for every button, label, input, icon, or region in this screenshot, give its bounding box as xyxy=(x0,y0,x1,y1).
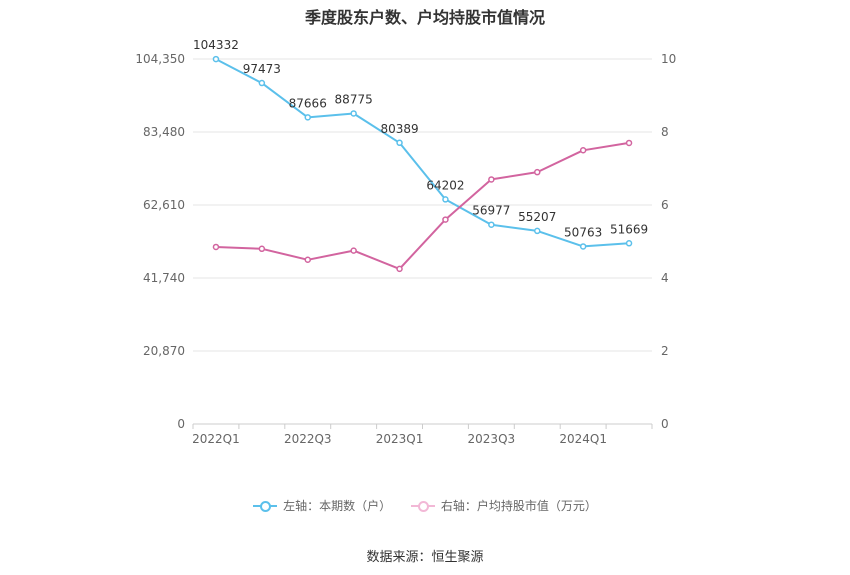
data-labels: 104332 97473 87666 88775 80389 64202 56977 5520… xyxy=(193,38,648,239)
legend-item-avg-value[interactable]: 右轴：户均持股市值（万元） xyxy=(410,497,597,514)
series-point xyxy=(488,221,495,228)
series-line-1 xyxy=(215,141,630,270)
right-axis-tick-label: 4 xyxy=(661,271,669,285)
series-point xyxy=(212,55,220,63)
series-point xyxy=(579,147,587,154)
left-axis-tick-label: 20,870 xyxy=(143,344,185,358)
right-axis-tick-label: 8 xyxy=(661,125,669,139)
data-label: 56977 xyxy=(472,204,510,218)
series-point xyxy=(534,227,541,235)
data-label: 55207 xyxy=(518,210,556,224)
legend-label-households: 左轴：本期数（户） xyxy=(283,499,392,513)
legend: 左轴：本期数（户） 右轴：户均持股市值（万元） xyxy=(0,497,850,515)
series-point xyxy=(212,243,220,251)
series-point xyxy=(350,110,357,117)
series-point xyxy=(258,245,266,253)
left-axis-tick-label: 0 xyxy=(177,417,185,431)
x-axis-tick-label: 2022Q1 xyxy=(192,432,240,446)
right-axis-tick-label: 6 xyxy=(661,198,669,212)
x-axis-tick-label: 2023Q1 xyxy=(376,432,424,446)
right-axis-tick-label: 10 xyxy=(661,52,676,66)
data-label: 97473 xyxy=(243,62,281,76)
right-axis-tick-label: 0 xyxy=(661,417,669,431)
series-point xyxy=(579,243,587,250)
left-axis-tick-label: 62,610 xyxy=(143,198,185,212)
legend-item-households[interactable]: 左轴：本期数（户） xyxy=(253,497,391,514)
series-line-0 xyxy=(215,58,630,248)
data-label: 50763 xyxy=(564,225,602,239)
left-axis-tick-label: 41,740 xyxy=(143,271,185,285)
data-label: 88775 xyxy=(335,92,373,106)
right-axis-tick-label: 2 xyxy=(661,344,669,358)
x-axis-tick-label: 2023Q3 xyxy=(468,432,516,446)
series xyxy=(212,55,633,273)
source-note: 数据来源：恒生聚源 xyxy=(366,550,484,565)
series-point xyxy=(396,265,403,273)
chart-title: 季度股东户数、户均持股市值情况 xyxy=(304,8,545,27)
data-label: 104332 xyxy=(193,38,239,52)
data-label: 51669 xyxy=(610,222,648,236)
left-axis-tick-label: 104,350 xyxy=(135,52,185,66)
series-point xyxy=(442,216,449,223)
data-label: 87666 xyxy=(289,96,327,110)
series-point xyxy=(442,196,449,203)
series-point xyxy=(304,256,311,263)
x-axis-tick-label: 2022Q3 xyxy=(284,432,332,446)
data-label: 80389 xyxy=(380,122,418,136)
series-point xyxy=(396,139,403,147)
legend-label-avg-value: 右轴：户均持股市值（万元） xyxy=(440,499,597,513)
series-point xyxy=(488,176,495,183)
series-point xyxy=(350,247,357,254)
grid-lines xyxy=(193,58,652,352)
series-point xyxy=(625,240,633,247)
axes: 0 0 20,870 2 41,740 4 62,610 6 83,480 8 104,350 10 2… xyxy=(135,52,676,446)
left-axis-tick-label: 83,480 xyxy=(143,125,185,139)
series-point xyxy=(258,79,266,87)
x-axis-tick-label: 2024Q1 xyxy=(559,432,607,446)
series-point xyxy=(625,139,633,147)
series-point xyxy=(534,168,541,176)
data-label: 64202 xyxy=(426,178,464,192)
legend-line-icon xyxy=(253,500,278,512)
legend-line-icon xyxy=(410,500,435,512)
series-point xyxy=(304,114,311,121)
